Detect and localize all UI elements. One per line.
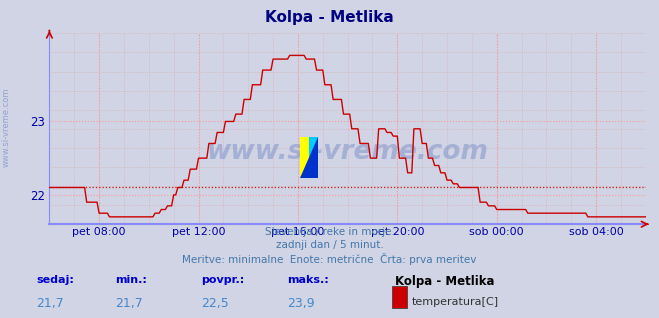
Text: 22,5: 22,5 <box>201 297 229 310</box>
Text: www.si-vreme.com: www.si-vreme.com <box>2 87 11 167</box>
Text: 21,7: 21,7 <box>115 297 143 310</box>
Text: Kolpa - Metlika: Kolpa - Metlika <box>265 10 394 24</box>
Text: 21,7: 21,7 <box>36 297 64 310</box>
Text: 23,9: 23,9 <box>287 297 314 310</box>
Text: Meritve: minimalne  Enote: metrične  Črta: prva meritev: Meritve: minimalne Enote: metrične Črta:… <box>183 253 476 265</box>
Text: povpr.:: povpr.: <box>201 275 244 285</box>
Bar <box>300 137 309 178</box>
Bar <box>309 137 318 178</box>
Text: temperatura[C]: temperatura[C] <box>412 297 499 307</box>
Text: maks.:: maks.: <box>287 275 328 285</box>
Text: www.si-vreme.com: www.si-vreme.com <box>207 139 488 165</box>
Polygon shape <box>300 137 318 178</box>
Text: Slovenija / reke in morje.: Slovenija / reke in morje. <box>264 227 395 237</box>
Text: zadnji dan / 5 minut.: zadnji dan / 5 minut. <box>275 240 384 250</box>
Text: min.:: min.: <box>115 275 147 285</box>
Text: sedaj:: sedaj: <box>36 275 74 285</box>
Text: Kolpa - Metlika: Kolpa - Metlika <box>395 275 495 288</box>
